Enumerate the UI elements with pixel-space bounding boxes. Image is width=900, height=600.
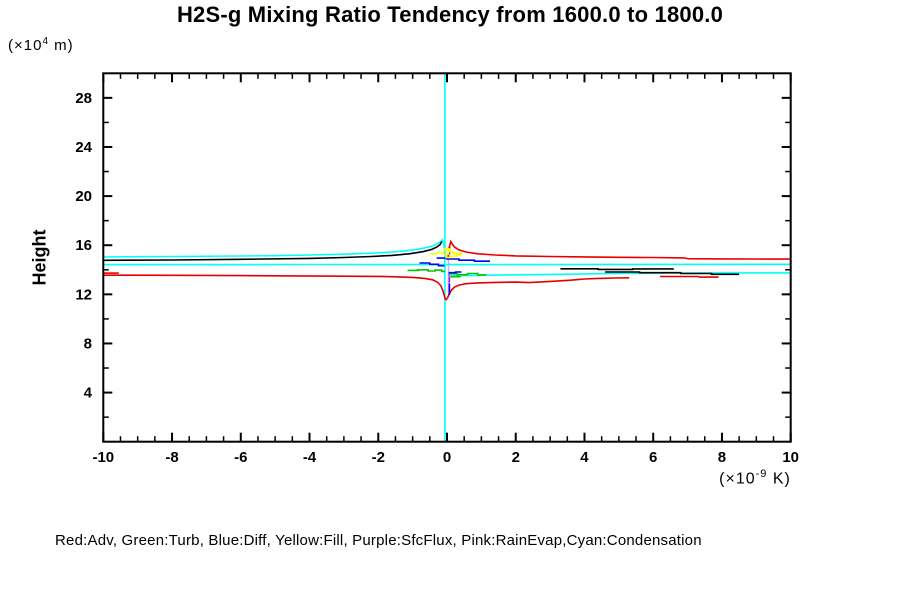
y-tick-label: 20	[75, 188, 92, 205]
y-unit-prefix: (×10	[8, 37, 43, 54]
x-tick-label: 4	[580, 449, 589, 466]
contour-total-right-segment-2	[605, 271, 740, 276]
x-tick-label: 6	[649, 449, 657, 466]
y-unit-suffix: m)	[49, 37, 74, 54]
x-tick-label: -4	[303, 449, 317, 466]
x-tick-label: -8	[165, 449, 178, 466]
x-tick-label: 0	[443, 449, 451, 466]
y-tick-label: 4	[84, 385, 93, 402]
contour-diff-mid-small	[448, 271, 462, 274]
contour-total-left-curve	[103, 241, 443, 262]
contour-diff-left-zigzag	[419, 262, 445, 267]
x-tick-label: 10	[782, 449, 799, 466]
y-tick-label: 24	[75, 139, 92, 156]
contour-fill-loop	[444, 248, 451, 252]
y-tick-label: 8	[84, 335, 92, 352]
x-unit-prefix: (×10	[719, 470, 756, 488]
y-tick-label: 12	[75, 286, 92, 303]
y-tick-label: 28	[75, 90, 92, 107]
contour-condensation-left-curve	[103, 238, 446, 258]
x-tick-label: -10	[92, 449, 114, 466]
chart-title: H2S-g Mixing Ratio Tendency from 1600.0 …	[176, 2, 724, 27]
x-unit-suffix: K)	[767, 470, 791, 488]
x-tick-label: -2	[372, 449, 385, 466]
contour-fill-zigzag	[429, 250, 463, 259]
legend: Red:Adv, Green:Turb, Blue:Diff, Yellow:F…	[55, 532, 702, 549]
contour-adv-top-right-curve	[447, 239, 791, 260]
y-unit-exponent: 4	[42, 36, 50, 47]
x-tick-label: 2	[512, 449, 520, 466]
contour-turb-right-zigzag	[449, 272, 487, 276]
contour-turb-left-zigzag	[407, 268, 446, 273]
contour-total-right-segment-1	[560, 267, 674, 271]
x-tick-label: 8	[718, 449, 726, 466]
contour-condensation-bottom-right	[449, 272, 791, 277]
x-unit-exponent: -9	[755, 468, 768, 480]
contour-adv-right-mid-segment	[660, 275, 719, 278]
x-tick-label: -6	[234, 449, 247, 466]
y-axis-units: (×104 m)	[8, 36, 74, 54]
y-tick-label: 16	[75, 237, 92, 254]
contour-adv-bottom-curve	[103, 274, 630, 301]
x-axis-units: (×10-9 K)	[690, 468, 820, 488]
